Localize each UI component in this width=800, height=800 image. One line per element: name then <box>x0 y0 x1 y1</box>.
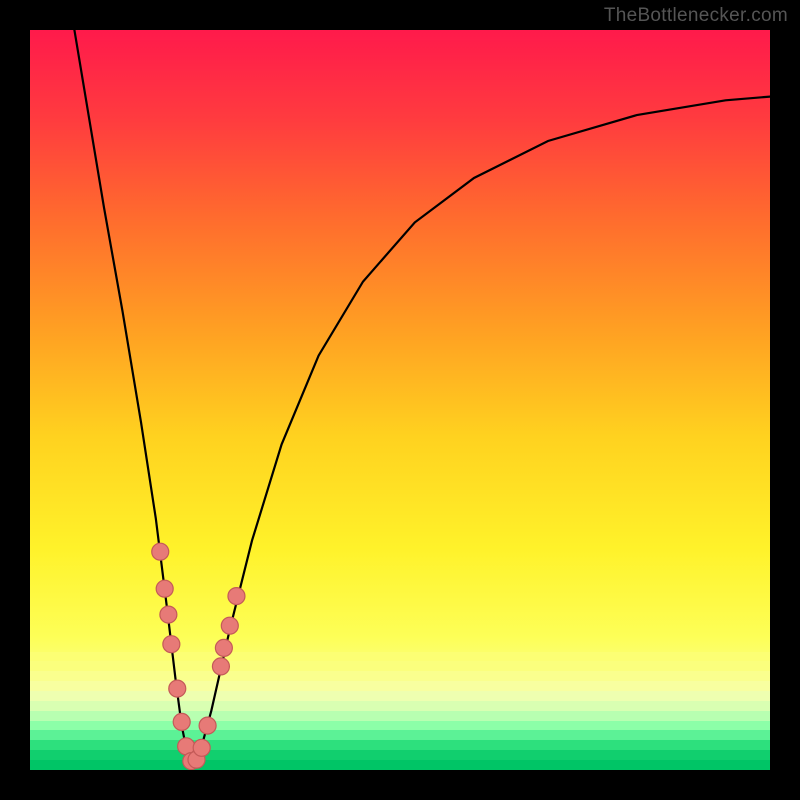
data-marker <box>212 658 229 675</box>
data-marker <box>228 588 245 605</box>
curve-right-branch <box>193 97 770 768</box>
data-marker <box>199 717 216 734</box>
data-marker <box>163 636 180 653</box>
curve-layer <box>30 30 770 770</box>
data-marker <box>152 543 169 560</box>
data-marker <box>173 713 190 730</box>
data-marker <box>160 606 177 623</box>
data-marker <box>215 639 232 656</box>
plot-area <box>30 30 770 770</box>
data-marker <box>156 580 173 597</box>
curve-left-branch <box>74 30 192 768</box>
watermark-text: TheBottlenecker.com <box>604 5 788 27</box>
data-marker <box>221 617 238 634</box>
data-marker <box>193 739 210 756</box>
bottleneck-curve-chart: TheBottlenecker.com <box>0 0 800 800</box>
data-marker <box>169 680 186 697</box>
